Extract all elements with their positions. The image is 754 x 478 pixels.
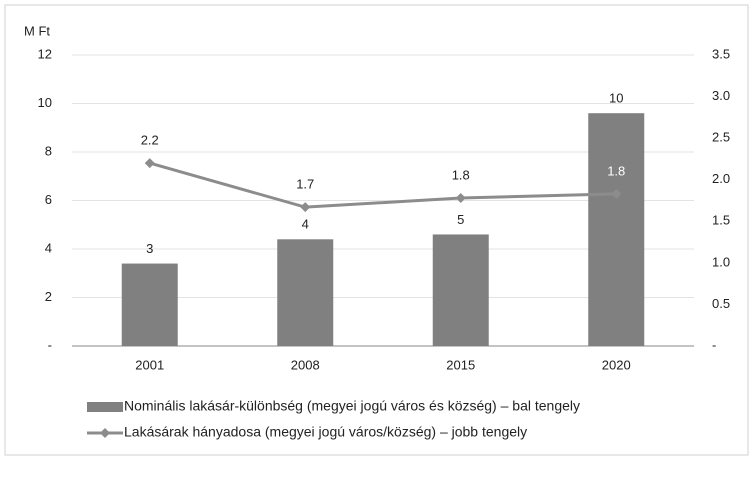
line-value-label: 2.2: [141, 133, 159, 148]
x-tick-label: 2020: [602, 357, 631, 372]
line-marker: [455, 193, 466, 204]
chart-frame: [4, 4, 749, 456]
y2-tick-label: 3.5: [712, 46, 730, 61]
y2-tick-label: 2.5: [712, 130, 730, 145]
legend-label: Lakásárak hányadosa (megyei jogú város/k…: [124, 424, 527, 440]
y-axis-label: M Ft: [24, 23, 50, 38]
line: [149, 161, 617, 209]
y-tick-label: -: [48, 337, 52, 352]
y-tick-label: 8: [45, 143, 52, 158]
line-value-label: 1.8: [607, 163, 625, 178]
line-marker: [144, 158, 155, 169]
line-marker: [300, 202, 311, 213]
x-tick-label: 2008: [291, 357, 320, 372]
y-tick-label: 6: [45, 192, 52, 207]
legend-swatch-marker: [100, 428, 110, 438]
bar: [432, 234, 489, 346]
bar: [588, 113, 645, 346]
bar-value-label: 5: [457, 212, 464, 227]
bar-value-label: 10: [609, 91, 623, 106]
y-tick-label: 2: [45, 289, 52, 304]
y2-tick-label: 2.0: [712, 171, 730, 186]
y2-tick-label: 3.0: [712, 88, 730, 103]
bar-value-label: 4: [302, 217, 309, 232]
x-tick-label: 2001: [135, 357, 164, 372]
bar: [277, 239, 334, 346]
line-value-label: 1.8: [452, 167, 470, 182]
line-value-label: 1.7: [296, 177, 314, 192]
bar: [121, 263, 178, 346]
line-marker: [611, 188, 622, 199]
y2-tick-label: 0.5: [712, 296, 730, 311]
x-tick-label: 2015: [446, 357, 475, 372]
y-tick-label: 12: [38, 46, 52, 61]
bar-value-label: 3: [146, 241, 153, 256]
y-tick-label: 4: [45, 240, 52, 255]
legend-label: Nominális lakásár-különbség (megyei jogú…: [124, 398, 580, 414]
legend-swatch: [87, 402, 123, 412]
y2-tick-label: -: [712, 337, 716, 352]
y-tick-label: 10: [38, 95, 52, 110]
y2-tick-label: 1.0: [712, 254, 730, 269]
y2-tick-label: 1.5: [712, 213, 730, 228]
